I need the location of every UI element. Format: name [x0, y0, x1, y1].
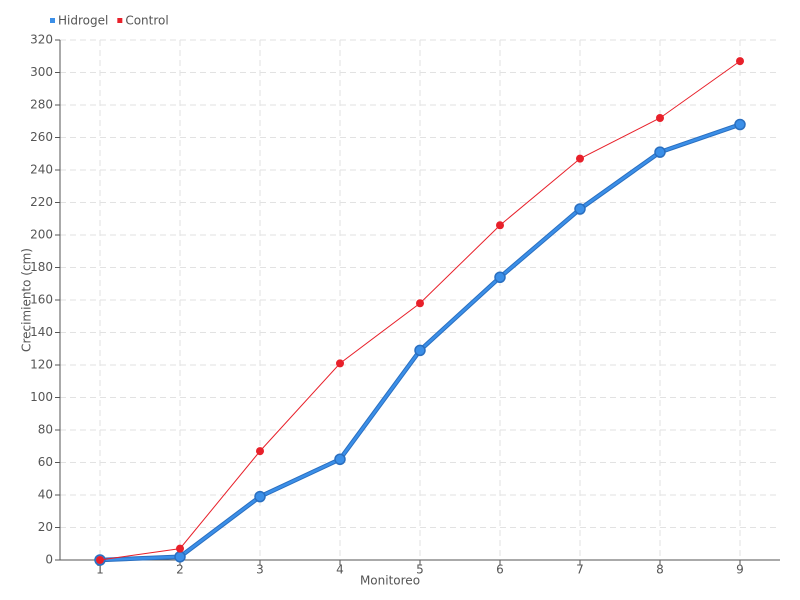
y-tick-label: 40 [38, 488, 53, 502]
point [494, 271, 506, 283]
y-axis-label: Crecimiento (cm) [20, 248, 34, 352]
y-tick-label: 180 [30, 260, 53, 274]
point [414, 344, 426, 357]
y-tick-label: 60 [38, 455, 53, 469]
legend-swatch [50, 18, 55, 23]
point [174, 551, 186, 563]
x-tick-label: 4 [336, 563, 344, 577]
point [96, 556, 104, 564]
x-tick-label: 1 [96, 563, 104, 577]
legend-label: Control [125, 14, 168, 28]
point [416, 299, 424, 308]
point [576, 154, 584, 163]
y-tick-label: 240 [30, 163, 53, 177]
x-axis-label: Monitoreo [360, 574, 420, 588]
y-tick-label: 20 [38, 520, 53, 534]
legend-swatch [117, 18, 123, 23]
point [736, 57, 744, 66]
y-tick-label: 280 [30, 98, 53, 112]
x-tick-label: 9 [736, 563, 744, 577]
y-tick-label: 0 [45, 553, 53, 567]
point [734, 118, 746, 131]
x-tick-label: 2 [176, 563, 184, 577]
x-tick-label: 5 [416, 563, 424, 577]
y-tick-label: 100 [30, 390, 53, 404]
x-tick-label: 3 [256, 563, 264, 577]
y-tick-label: 320 [30, 33, 53, 47]
y-tick-label: 200 [30, 228, 53, 242]
point [336, 359, 344, 368]
x-tick-label: 7 [576, 563, 584, 577]
y-tick-label: 260 [30, 130, 53, 144]
x-tick-label: 8 [656, 563, 664, 577]
point [654, 146, 666, 158]
point [574, 203, 586, 215]
x-tick-label: 6 [496, 563, 504, 577]
y-tick-label: 140 [30, 325, 53, 339]
y-tick-label: 120 [30, 358, 53, 372]
y-tick-label: 220 [30, 195, 53, 209]
y-tick-label: 160 [30, 293, 53, 307]
point [256, 447, 264, 456]
point [656, 114, 664, 122]
y-tick-label: 80 [38, 423, 53, 437]
point [334, 453, 346, 465]
point [176, 544, 184, 553]
point [254, 490, 266, 503]
legend-label: Hidrogel [58, 14, 108, 28]
y-tick-label: 300 [30, 65, 53, 79]
point [496, 221, 504, 230]
